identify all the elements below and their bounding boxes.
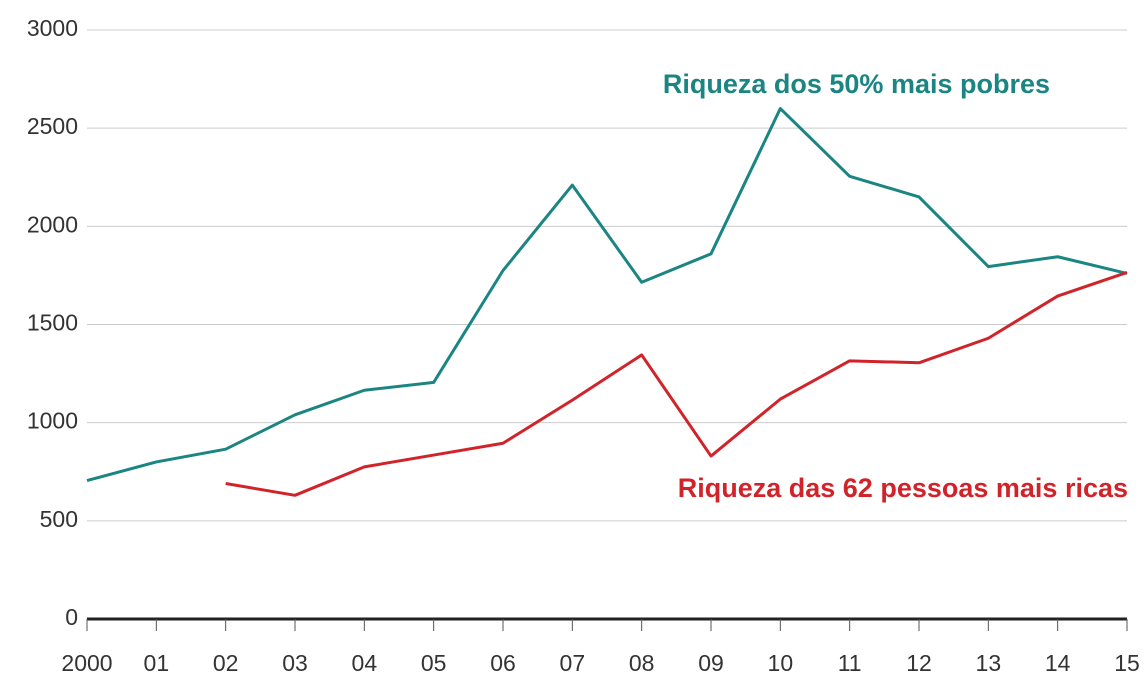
y-tick-label: 2000 [27, 211, 78, 237]
x-tick-label: 11 [838, 650, 862, 676]
y-tick-label: 500 [40, 506, 78, 532]
x-tick-label: 03 [282, 650, 308, 676]
x-tick-label: 10 [768, 650, 794, 676]
x-tick-label: 13 [976, 650, 1002, 676]
x-tick-label: 15 [1114, 650, 1140, 676]
x-tick-label: 07 [560, 650, 586, 676]
series-label: Riqueza dos 50% mais pobres [663, 69, 1050, 99]
y-tick-label: 1000 [27, 408, 78, 434]
x-tick-label: 04 [352, 650, 378, 676]
y-tick-label: 3000 [27, 15, 78, 41]
series-line [225, 271, 1128, 497]
y-tick-label: 1500 [27, 310, 78, 336]
x-tick-label: 09 [698, 650, 724, 676]
series-label: Riqueza das 62 pessoas mais ricas [678, 473, 1128, 503]
x-tick-label: 08 [629, 650, 655, 676]
x-tick-label: 05 [421, 650, 447, 676]
y-tick-label: 2500 [27, 113, 78, 139]
series-line [86, 107, 1128, 483]
x-tick-label: 2000 [61, 650, 112, 676]
x-tick-label: 12 [906, 650, 932, 676]
x-tick-label: 02 [213, 650, 239, 676]
x-tick-label: 14 [1045, 650, 1071, 676]
x-tick-label: 01 [144, 650, 170, 676]
x-tick-label: 06 [490, 650, 516, 676]
y-tick-label: 0 [65, 604, 78, 630]
